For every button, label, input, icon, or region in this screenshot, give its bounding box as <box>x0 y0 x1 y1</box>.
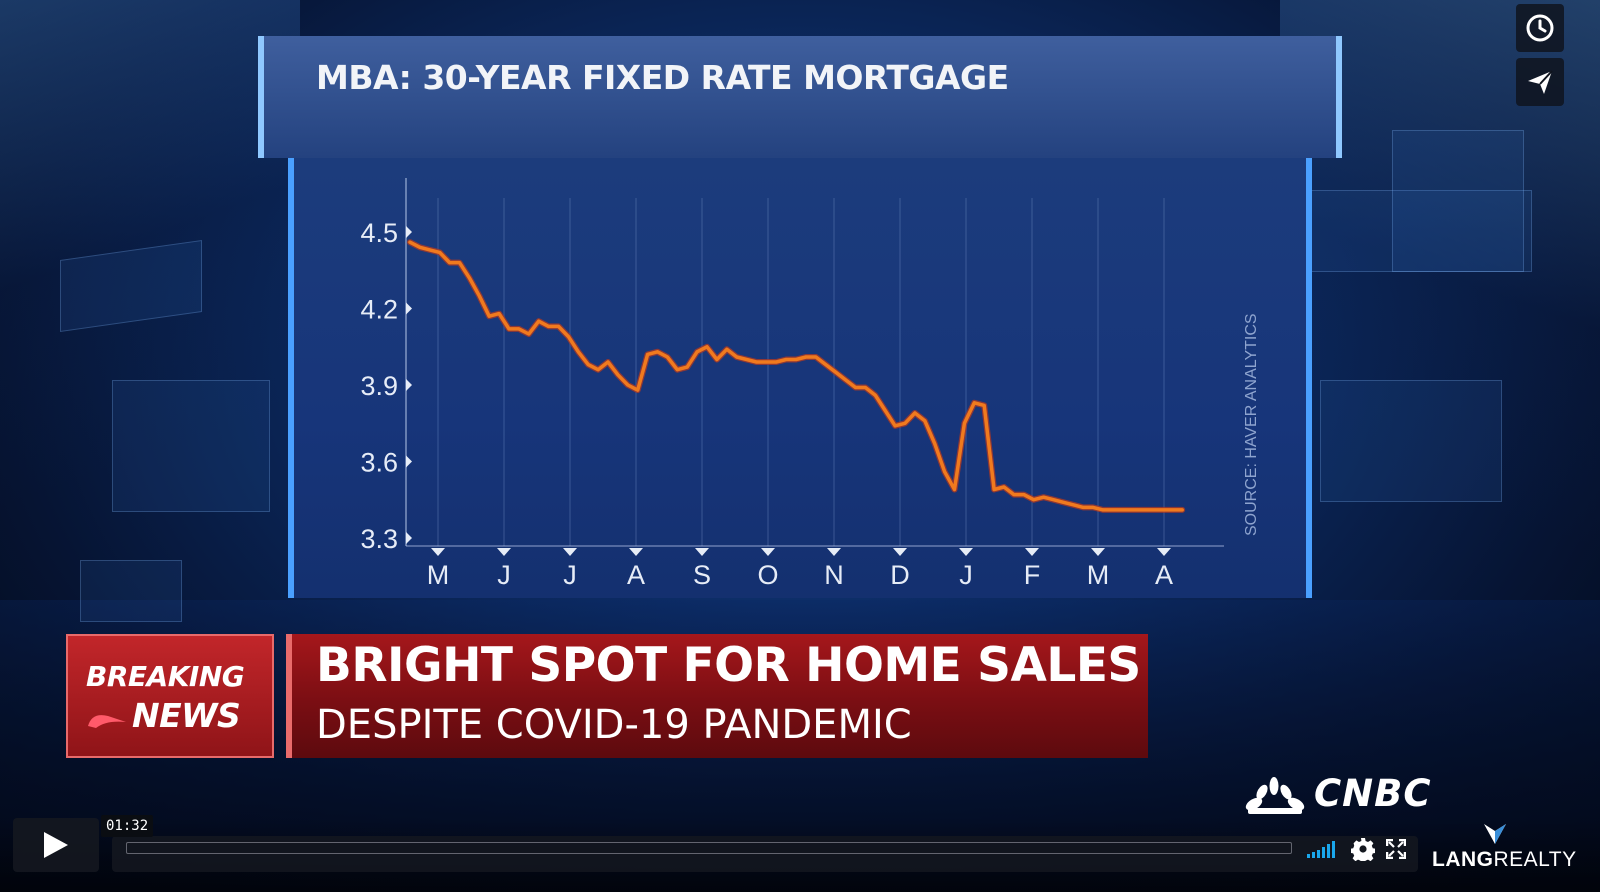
x-tick-marker <box>761 548 775 556</box>
lang-realty-wordmark: LANGREALTY <box>1432 848 1577 871</box>
x-tick-label: J <box>497 560 511 590</box>
headline-text: BRIGHT SPOT FOR HOME SALES <box>316 638 1141 693</box>
breaking-news-badge: BREAKING NEWS <box>66 634 274 758</box>
studio-screen-panel <box>60 240 202 332</box>
y-tick-label: 3.3 <box>360 524 398 554</box>
volume-button[interactable] <box>1306 836 1338 862</box>
settings-button[interactable] <box>1350 836 1376 862</box>
x-tick-marker <box>563 548 577 556</box>
x-tick-label: A <box>1155 560 1173 590</box>
x-tick-label: D <box>890 560 910 590</box>
x-tick-marker <box>695 548 709 556</box>
studio-screen-panel <box>1392 130 1524 272</box>
paper-plane-icon <box>1528 70 1553 94</box>
share-button[interactable] <box>1516 58 1564 106</box>
chart-title-bar: MBA: 30-YEAR FIXED RATE MORTGAGE <box>258 36 1342 158</box>
x-tick-marker <box>497 548 511 556</box>
news-label: NEWS <box>132 696 241 735</box>
x-tick-label: J <box>563 560 577 590</box>
y-tick-marker <box>406 532 412 544</box>
mortgage-rate-chart: MBA: 30-YEAR FIXED RATE MORTGAGE 4.5 4.2 3… <box>258 36 1342 606</box>
x-tick-marker <box>959 548 973 556</box>
chart-plot: 4.5 4.2 3.9 3.6 3.3 M J J A S O N D J F M A SOURCE: HAVER… <box>360 178 1260 590</box>
headline-banner: BRIGHT SPOT FOR HOME SALES DESPITE COVID… <box>286 634 1148 758</box>
y-tick-marker <box>406 226 412 238</box>
y-tick-marker <box>406 302 412 315</box>
cnbc-logo: CNBC <box>1244 768 1494 820</box>
y-tick-label: 4.2 <box>360 295 398 325</box>
y-tick-label: 3.9 <box>360 371 398 401</box>
x-tick-label: J <box>959 560 973 590</box>
x-tick-label: S <box>693 560 711 590</box>
x-tick-marker <box>893 548 907 556</box>
series-line <box>408 240 1184 512</box>
y-tick-label: 4.5 <box>360 218 398 248</box>
x-tick-label: O <box>757 560 778 590</box>
x-tick-marker <box>1091 548 1105 556</box>
lang-realty-logo[interactable]: LANGREALTY <box>1428 822 1598 890</box>
x-tick-marker <box>431 548 445 556</box>
chart-title: MBA: 30-YEAR FIXED RATE MORTGAGE <box>316 58 1009 97</box>
clock-icon <box>1526 14 1554 42</box>
fullscreen-icon <box>1386 839 1406 859</box>
watch-later-button[interactable] <box>1516 4 1564 52</box>
x-tick-label: M <box>1087 560 1110 590</box>
lang-realty-mark-icon <box>1484 824 1506 844</box>
y-tick-marker <box>406 455 412 468</box>
y-tick-marker <box>406 379 412 391</box>
x-tick-label: M <box>427 560 450 590</box>
play-icon <box>44 832 68 858</box>
subheadline-text: DESPITE COVID-19 PANDEMIC <box>316 702 912 748</box>
x-tick-label: N <box>824 560 844 590</box>
fullscreen-button[interactable] <box>1384 836 1408 862</box>
volume-bars-icon <box>1307 841 1335 858</box>
y-tick-label: 3.6 <box>360 448 398 478</box>
chart-plot-panel: 4.5 4.2 3.9 3.6 3.3 M J J A S O N D J F M A SOURCE: HAVER… <box>288 158 1312 598</box>
x-tick-marker <box>1025 548 1039 556</box>
current-time-display: 01:32 <box>101 815 154 837</box>
chart-source-note: SOURCE: HAVER ANALYTICS <box>1243 313 1260 536</box>
gear-icon <box>1351 838 1375 861</box>
breaking-label: BREAKING <box>86 660 245 693</box>
x-tick-label: A <box>627 560 645 590</box>
studio-screen-panel <box>1320 380 1502 502</box>
play-button[interactable] <box>13 818 99 872</box>
x-tick-marker <box>1157 548 1171 556</box>
swoosh-icon <box>88 715 126 728</box>
studio-screen-panel <box>112 380 270 512</box>
x-tick-marker <box>827 548 841 556</box>
series-line-shadow <box>407 239 1186 513</box>
studio-screen-panel <box>1300 190 1532 272</box>
player-timebar <box>112 836 1418 872</box>
progress-bar[interactable] <box>126 842 1292 854</box>
studio-screen-panel <box>80 560 182 622</box>
x-tick-label: F <box>1024 560 1041 590</box>
cnbc-wordmark: CNBC <box>1314 772 1432 815</box>
x-tick-marker <box>629 548 643 556</box>
peacock-icon <box>1245 777 1305 814</box>
